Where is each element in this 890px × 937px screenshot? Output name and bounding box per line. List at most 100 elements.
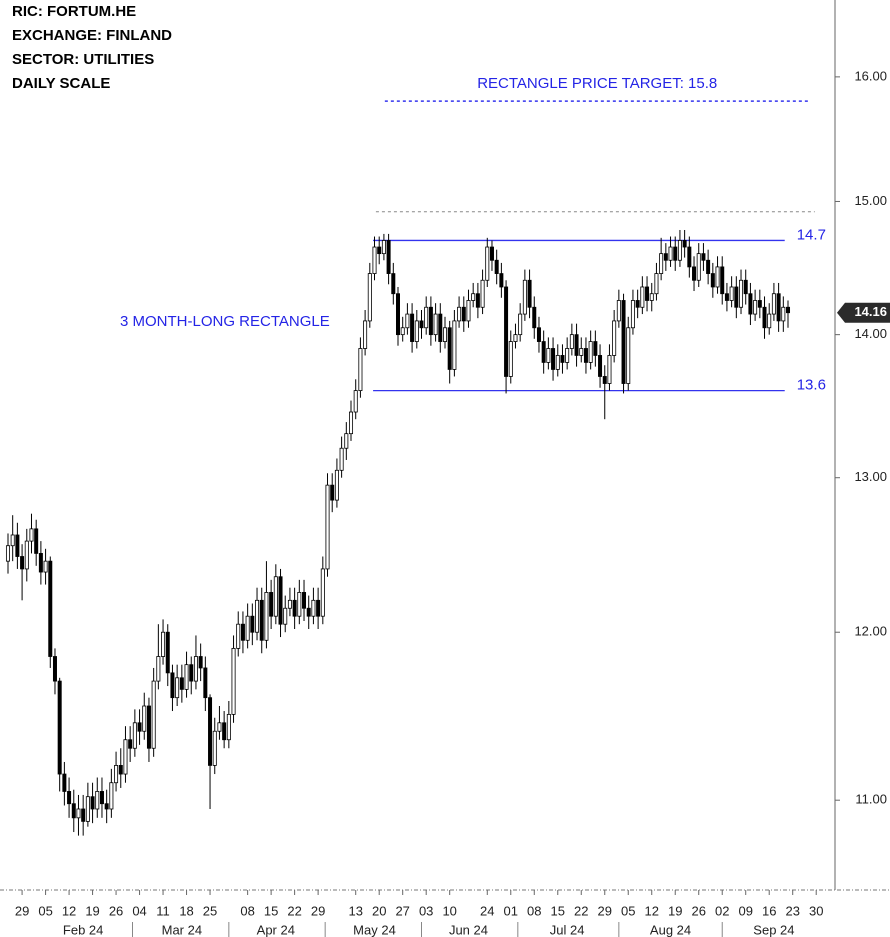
candle-body bbox=[536, 327, 541, 342]
x-tick-label: 02 bbox=[715, 903, 729, 918]
candle-body bbox=[720, 266, 725, 295]
candle-body bbox=[743, 279, 748, 295]
candle-body bbox=[442, 327, 447, 342]
candle-body bbox=[447, 327, 452, 370]
x-tick-label: 26 bbox=[109, 903, 123, 918]
candle-body bbox=[381, 240, 386, 255]
x-tick-label: 23 bbox=[785, 903, 799, 918]
candle-body bbox=[424, 306, 429, 329]
candle-body bbox=[10, 534, 15, 547]
candle-body bbox=[593, 341, 598, 356]
candle-body bbox=[428, 306, 433, 336]
candle-body bbox=[739, 279, 744, 308]
candle-body bbox=[287, 599, 292, 609]
x-tick-label: 05 bbox=[38, 903, 52, 918]
candle-body bbox=[71, 803, 76, 819]
candle-body bbox=[24, 540, 29, 570]
candle-body bbox=[320, 568, 325, 617]
candle-body bbox=[645, 286, 650, 301]
candle-body bbox=[767, 313, 772, 329]
candle-body bbox=[278, 576, 283, 625]
candle-body bbox=[128, 739, 133, 749]
candle-body bbox=[104, 803, 109, 810]
x-tick-label: 15 bbox=[551, 903, 565, 918]
candle-body bbox=[630, 300, 635, 329]
candle-body bbox=[15, 534, 20, 557]
candle-body bbox=[522, 279, 527, 315]
header-line: EXCHANGE: FINLAND bbox=[12, 27, 172, 44]
candle-body bbox=[386, 240, 391, 274]
candle-body bbox=[245, 615, 250, 641]
candle-body bbox=[762, 306, 767, 329]
candle-body bbox=[579, 348, 584, 356]
candle-body bbox=[132, 722, 137, 749]
candle-body bbox=[283, 607, 288, 625]
candle-body bbox=[146, 705, 151, 749]
candle-body bbox=[781, 306, 786, 322]
candle-body bbox=[67, 791, 72, 805]
candle-body bbox=[400, 327, 405, 336]
candle-body bbox=[546, 348, 551, 363]
y-tick-label: 13.00 bbox=[854, 469, 887, 484]
x-tick-label: 08 bbox=[527, 903, 541, 918]
candle-body bbox=[292, 599, 297, 617]
x-tick-label: 19 bbox=[85, 903, 99, 918]
header-line: DAILY SCALE bbox=[12, 75, 110, 92]
candle-body bbox=[255, 599, 260, 633]
month-label: Mar 24 bbox=[162, 922, 202, 937]
candle-body bbox=[226, 713, 231, 741]
candle-body bbox=[607, 355, 612, 384]
candle-body bbox=[640, 286, 645, 308]
x-tick-label: 05 bbox=[621, 903, 635, 918]
candle-body bbox=[302, 592, 307, 609]
candle-body bbox=[175, 677, 180, 699]
candle-body bbox=[62, 773, 67, 792]
candle-body bbox=[151, 680, 156, 749]
candle-body bbox=[114, 765, 119, 784]
candle-body bbox=[161, 631, 166, 657]
candle-body bbox=[489, 246, 494, 261]
candle-body bbox=[250, 615, 255, 633]
month-label: Feb 24 bbox=[63, 922, 103, 937]
header-line: SECTOR: UTILITIES bbox=[12, 51, 154, 68]
x-tick-label: 13 bbox=[348, 903, 362, 918]
candle-body bbox=[109, 782, 114, 810]
x-tick-label: 22 bbox=[287, 903, 301, 918]
candle-body bbox=[99, 791, 104, 805]
candle-body bbox=[5, 545, 10, 562]
candle-body bbox=[334, 469, 339, 501]
target-label: RECTANGLE PRICE TARGET: 15.8 bbox=[477, 75, 717, 92]
x-tick-label: 04 bbox=[132, 903, 146, 918]
candle-body bbox=[34, 528, 39, 554]
candle-body bbox=[508, 341, 513, 377]
candle-body bbox=[518, 313, 523, 336]
candle-body bbox=[236, 623, 241, 649]
candle-body bbox=[330, 484, 335, 501]
candle-body bbox=[179, 677, 184, 690]
level-label: 14.7 bbox=[797, 226, 826, 243]
candle-body bbox=[485, 246, 490, 281]
x-tick-label: 11 bbox=[156, 903, 170, 918]
candle-body bbox=[20, 556, 25, 570]
candle-body bbox=[612, 320, 617, 356]
x-tick-label: 25 bbox=[203, 903, 217, 918]
candle-body bbox=[560, 355, 565, 363]
candle-body bbox=[480, 279, 485, 308]
candle-body bbox=[85, 796, 90, 822]
candle-body bbox=[184, 664, 189, 690]
candle-body bbox=[52, 656, 57, 682]
x-tick-label: 12 bbox=[645, 903, 659, 918]
y-tick-label: 12.00 bbox=[854, 624, 887, 639]
candle-body bbox=[776, 293, 781, 322]
x-tick-label: 18 bbox=[179, 903, 193, 918]
candle-body bbox=[677, 240, 682, 261]
candle-body bbox=[367, 273, 372, 322]
x-tick-label: 29 bbox=[311, 903, 325, 918]
candle-body bbox=[325, 484, 330, 570]
candle-body bbox=[316, 599, 321, 617]
x-tick-label: 29 bbox=[598, 903, 612, 918]
candle-body bbox=[43, 560, 48, 573]
candle-body bbox=[588, 341, 593, 363]
candle-body bbox=[786, 306, 791, 314]
